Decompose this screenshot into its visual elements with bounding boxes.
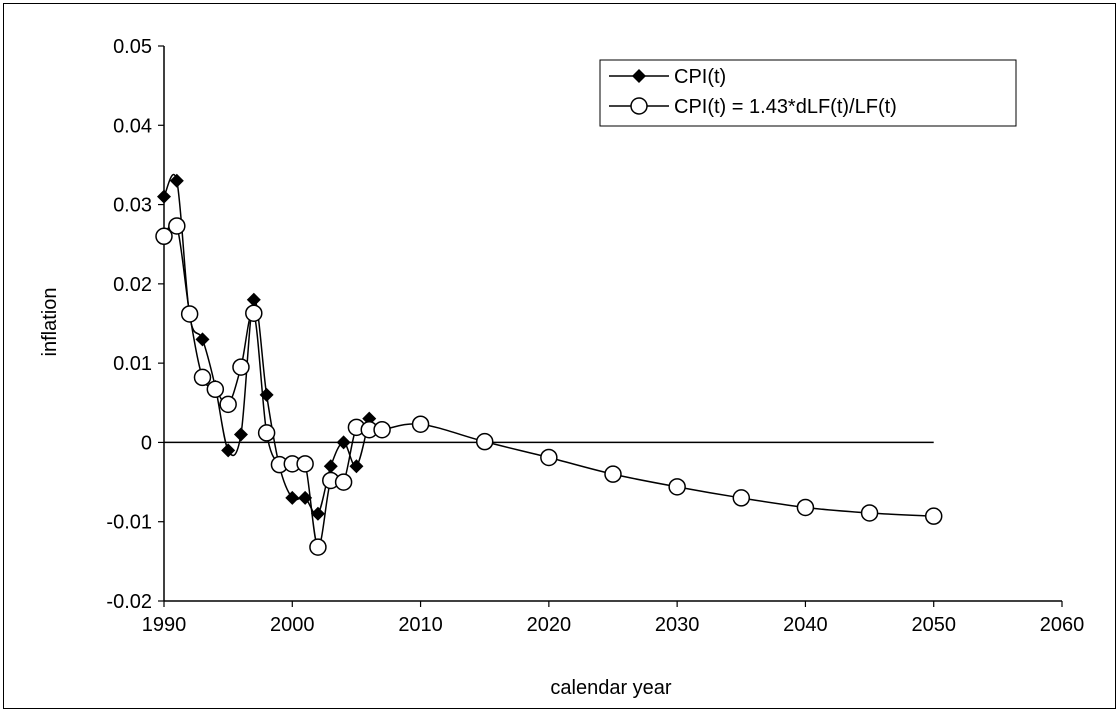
data-point-circle [668, 478, 686, 496]
data-point-circle [193, 368, 212, 387]
y-axis-title: inflation [39, 288, 61, 357]
x-tick-label: 2050 [911, 614, 956, 636]
legend-label-cpi: CPI(t) [674, 66, 726, 88]
y-tick-label: 0.05 [113, 36, 152, 58]
data-point-diamond [285, 490, 300, 505]
data-point-circle [475, 432, 494, 451]
data-point-diamond [169, 173, 184, 188]
data-point-diamond [323, 459, 338, 474]
data-point-diamond [233, 427, 248, 442]
data-point-circle [796, 498, 815, 517]
legend: CPI(t) CPI(t) = 1.43*dLF(t)/LF(t) [599, 59, 1017, 127]
series-model [155, 217, 943, 556]
x-tick-label: 2030 [655, 614, 700, 636]
data-point-circle [924, 507, 943, 525]
data-point-circle [604, 465, 622, 483]
plot-frame [163, 46, 1062, 602]
x-tick-label: 1990 [142, 614, 187, 636]
y-axis-ticks: -0.02 -0.01 0 0.01 0.02 0.03 0.04 0.05 [106, 36, 164, 613]
y-tick-label: 0 [141, 432, 152, 454]
data-point-circle [206, 380, 225, 399]
x-axis-title: calendar year [550, 677, 672, 699]
x-tick-label: 2020 [527, 614, 572, 636]
legend-marker-model [630, 97, 648, 115]
y-tick-label: -0.01 [106, 512, 152, 534]
data-point-circle [540, 448, 558, 467]
y-tick-label: 0.02 [113, 274, 152, 296]
data-point-circle [168, 217, 186, 235]
data-point-circle [219, 395, 237, 414]
y-tick-label: 0.04 [113, 115, 152, 137]
x-tick-label: 2010 [398, 614, 443, 636]
y-tick-label: 0.03 [113, 195, 152, 217]
data-point-diamond [195, 332, 210, 347]
data-point-circle [411, 415, 430, 433]
data-point-diamond [336, 435, 351, 450]
y-tick-label: -0.02 [106, 591, 152, 613]
data-point-circle [296, 455, 314, 473]
data-point-diamond [349, 459, 364, 474]
data-point-diamond [298, 490, 313, 505]
series-layer [155, 173, 943, 556]
data-point-diamond [221, 443, 236, 458]
y-tick-label: 0.01 [113, 353, 152, 375]
x-tick-label: 2060 [1040, 614, 1085, 636]
x-tick-label: 2040 [783, 614, 828, 636]
data-point-circle [245, 304, 263, 322]
data-point-circle [334, 473, 353, 491]
data-point-diamond [246, 292, 261, 307]
data-point-circle [373, 420, 391, 439]
data-point-diamond [310, 506, 325, 521]
data-point-diamond [157, 189, 171, 204]
legend-label-model: CPI(t) = 1.43*dLF(t)/LF(t) [674, 96, 897, 118]
x-axis-ticks: 1990 2000 2010 2020 2030 2040 2050 2060 [142, 601, 1085, 636]
data-point-circle [155, 227, 173, 246]
legend-box [599, 59, 1017, 127]
series-cpi [157, 173, 377, 521]
data-point-circle [732, 489, 751, 507]
series-line [159, 220, 934, 548]
data-point-circle [232, 358, 250, 376]
data-point-circle [309, 538, 327, 556]
legend-marker-cpi [632, 69, 646, 83]
data-point-circle [257, 424, 276, 442]
data-point-circle [180, 305, 199, 323]
x-tick-label: 2000 [270, 614, 315, 636]
data-point-circle [860, 504, 879, 522]
